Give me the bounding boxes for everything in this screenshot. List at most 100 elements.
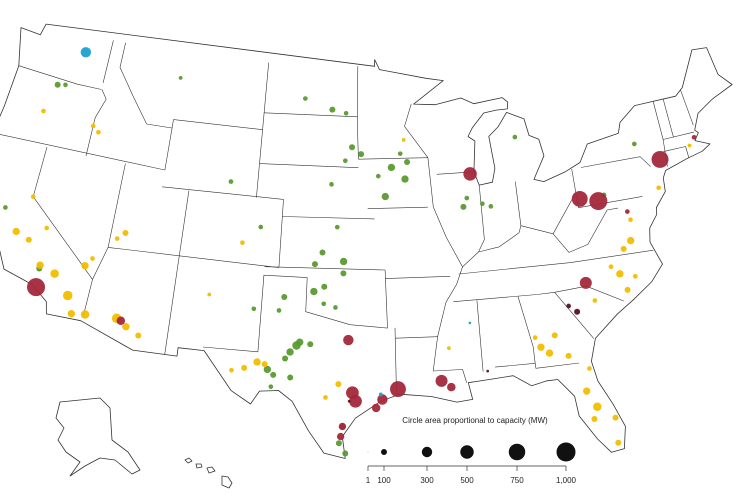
state-border bbox=[578, 196, 643, 208]
plant bbox=[628, 217, 633, 223]
state-border bbox=[385, 276, 451, 279]
legend-size bbox=[380, 448, 388, 456]
plant bbox=[377, 394, 388, 405]
plant bbox=[67, 309, 76, 318]
plants bbox=[3, 47, 697, 457]
legend-label: 750 bbox=[510, 476, 524, 485]
plant bbox=[50, 269, 59, 278]
plant bbox=[656, 185, 662, 191]
plant bbox=[135, 332, 142, 339]
plant bbox=[545, 349, 554, 357]
plant bbox=[335, 381, 342, 388]
state-border bbox=[685, 146, 690, 159]
state-border bbox=[357, 66, 359, 160]
legend-size bbox=[367, 451, 369, 453]
plant bbox=[303, 96, 308, 101]
state-border bbox=[515, 181, 522, 226]
plant bbox=[486, 369, 490, 373]
plant bbox=[258, 224, 264, 230]
plant bbox=[358, 151, 365, 158]
state-border bbox=[32, 147, 93, 318]
plant bbox=[378, 392, 383, 397]
plant bbox=[691, 135, 697, 140]
plant bbox=[80, 47, 92, 58]
plant bbox=[307, 341, 314, 348]
plant bbox=[3, 205, 8, 210]
plant bbox=[207, 292, 212, 297]
plant bbox=[276, 308, 282, 313]
plant bbox=[371, 403, 381, 413]
plant bbox=[90, 123, 96, 129]
hawaii bbox=[184, 457, 233, 489]
plant bbox=[241, 364, 248, 371]
plant bbox=[25, 236, 32, 243]
plant bbox=[319, 249, 326, 256]
plant bbox=[336, 432, 345, 441]
legend-label: 300 bbox=[420, 476, 434, 485]
plant bbox=[122, 323, 130, 331]
plant bbox=[63, 82, 68, 88]
plant bbox=[632, 273, 638, 279]
plant bbox=[334, 224, 340, 230]
plant bbox=[229, 367, 234, 373]
plant bbox=[62, 290, 73, 301]
state-border bbox=[580, 156, 651, 168]
plant bbox=[401, 138, 406, 142]
plant bbox=[566, 303, 571, 309]
plant bbox=[579, 276, 592, 289]
plant bbox=[593, 402, 602, 411]
plant bbox=[587, 366, 592, 371]
state-border bbox=[18, 65, 102, 90]
plant bbox=[240, 240, 245, 246]
plant bbox=[281, 294, 288, 301]
plant bbox=[41, 108, 46, 114]
state-border bbox=[552, 207, 619, 253]
state-border bbox=[119, 42, 173, 129]
plant bbox=[90, 256, 95, 261]
state-border bbox=[554, 292, 595, 339]
plant bbox=[268, 384, 274, 389]
plant bbox=[446, 346, 451, 351]
plant bbox=[626, 236, 635, 245]
plant bbox=[36, 261, 44, 269]
plant bbox=[329, 106, 336, 113]
plant bbox=[571, 190, 588, 207]
plant bbox=[591, 416, 598, 423]
plant bbox=[270, 371, 277, 378]
plant bbox=[460, 203, 467, 210]
plant bbox=[342, 450, 349, 457]
plant bbox=[464, 195, 470, 201]
legend-label: 100 bbox=[377, 476, 391, 485]
state-border bbox=[282, 216, 375, 220]
land bbox=[0, 23, 733, 459]
plant bbox=[390, 381, 406, 398]
state-border bbox=[164, 190, 190, 355]
state-border bbox=[162, 186, 284, 200]
plant bbox=[480, 201, 485, 207]
plant bbox=[286, 348, 294, 356]
plant bbox=[537, 343, 545, 351]
legend-label: 1,000 bbox=[556, 476, 577, 485]
plant bbox=[608, 264, 614, 270]
legend-size bbox=[421, 446, 433, 458]
plant bbox=[387, 163, 396, 172]
state-border bbox=[663, 131, 694, 140]
state-border bbox=[384, 269, 388, 329]
plant bbox=[282, 355, 289, 362]
plant bbox=[589, 192, 608, 211]
plant bbox=[342, 158, 348, 164]
state-border bbox=[85, 89, 107, 156]
state-border bbox=[404, 104, 467, 383]
plant bbox=[81, 262, 89, 270]
state-border bbox=[264, 112, 358, 118]
state-border bbox=[495, 362, 580, 369]
legend-label: 1 bbox=[366, 476, 371, 485]
plant bbox=[349, 394, 362, 408]
insets bbox=[55, 397, 233, 489]
plant bbox=[287, 374, 294, 381]
plant bbox=[116, 316, 126, 325]
legend: Circle area proportional to capacity (MW… bbox=[366, 416, 577, 485]
state-border bbox=[102, 40, 114, 83]
plant bbox=[347, 399, 351, 403]
